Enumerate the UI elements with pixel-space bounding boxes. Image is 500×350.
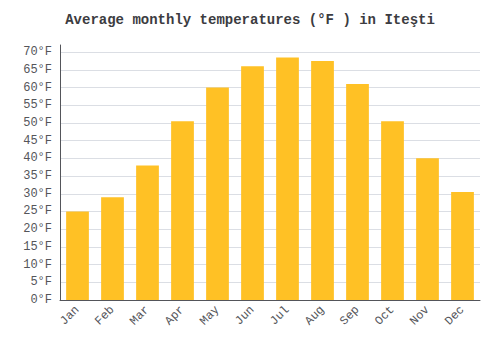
svg-text:Oct: Oct bbox=[372, 303, 397, 328]
svg-text:10°F: 10°F bbox=[23, 258, 52, 272]
svg-text:55°F: 55°F bbox=[23, 98, 52, 112]
svg-text:65°F: 65°F bbox=[23, 63, 52, 77]
svg-text:15°F: 15°F bbox=[23, 240, 52, 254]
svg-text:70°F: 70°F bbox=[23, 45, 52, 59]
svg-text:45°F: 45°F bbox=[23, 134, 52, 148]
svg-text:Feb: Feb bbox=[92, 303, 117, 328]
svg-text:May: May bbox=[197, 303, 222, 328]
svg-text:40°F: 40°F bbox=[23, 151, 52, 165]
svg-text:60°F: 60°F bbox=[23, 81, 52, 95]
svg-text:20°F: 20°F bbox=[23, 222, 52, 236]
svg-text:Apr: Apr bbox=[162, 303, 187, 328]
svg-text:Aug: Aug bbox=[302, 303, 327, 328]
svg-text:Average monthly temperatures (: Average monthly temperatures (°F ) in It… bbox=[65, 12, 435, 28]
svg-text:30°F: 30°F bbox=[23, 187, 52, 201]
svg-text:Dec: Dec bbox=[442, 303, 467, 328]
svg-text:Mar: Mar bbox=[127, 303, 152, 328]
svg-text:25°F: 25°F bbox=[23, 204, 52, 218]
svg-text:0°F: 0°F bbox=[30, 293, 52, 307]
svg-text:35°F: 35°F bbox=[23, 169, 52, 183]
svg-text:5°F: 5°F bbox=[30, 275, 52, 289]
svg-text:Jan: Jan bbox=[57, 303, 82, 328]
svg-text:Jul: Jul bbox=[267, 303, 292, 328]
svg-text:Jun: Jun bbox=[232, 303, 257, 328]
svg-text:Sep: Sep bbox=[337, 303, 362, 328]
svg-text:Nov: Nov bbox=[407, 303, 432, 328]
svg-text:50°F: 50°F bbox=[23, 116, 52, 130]
